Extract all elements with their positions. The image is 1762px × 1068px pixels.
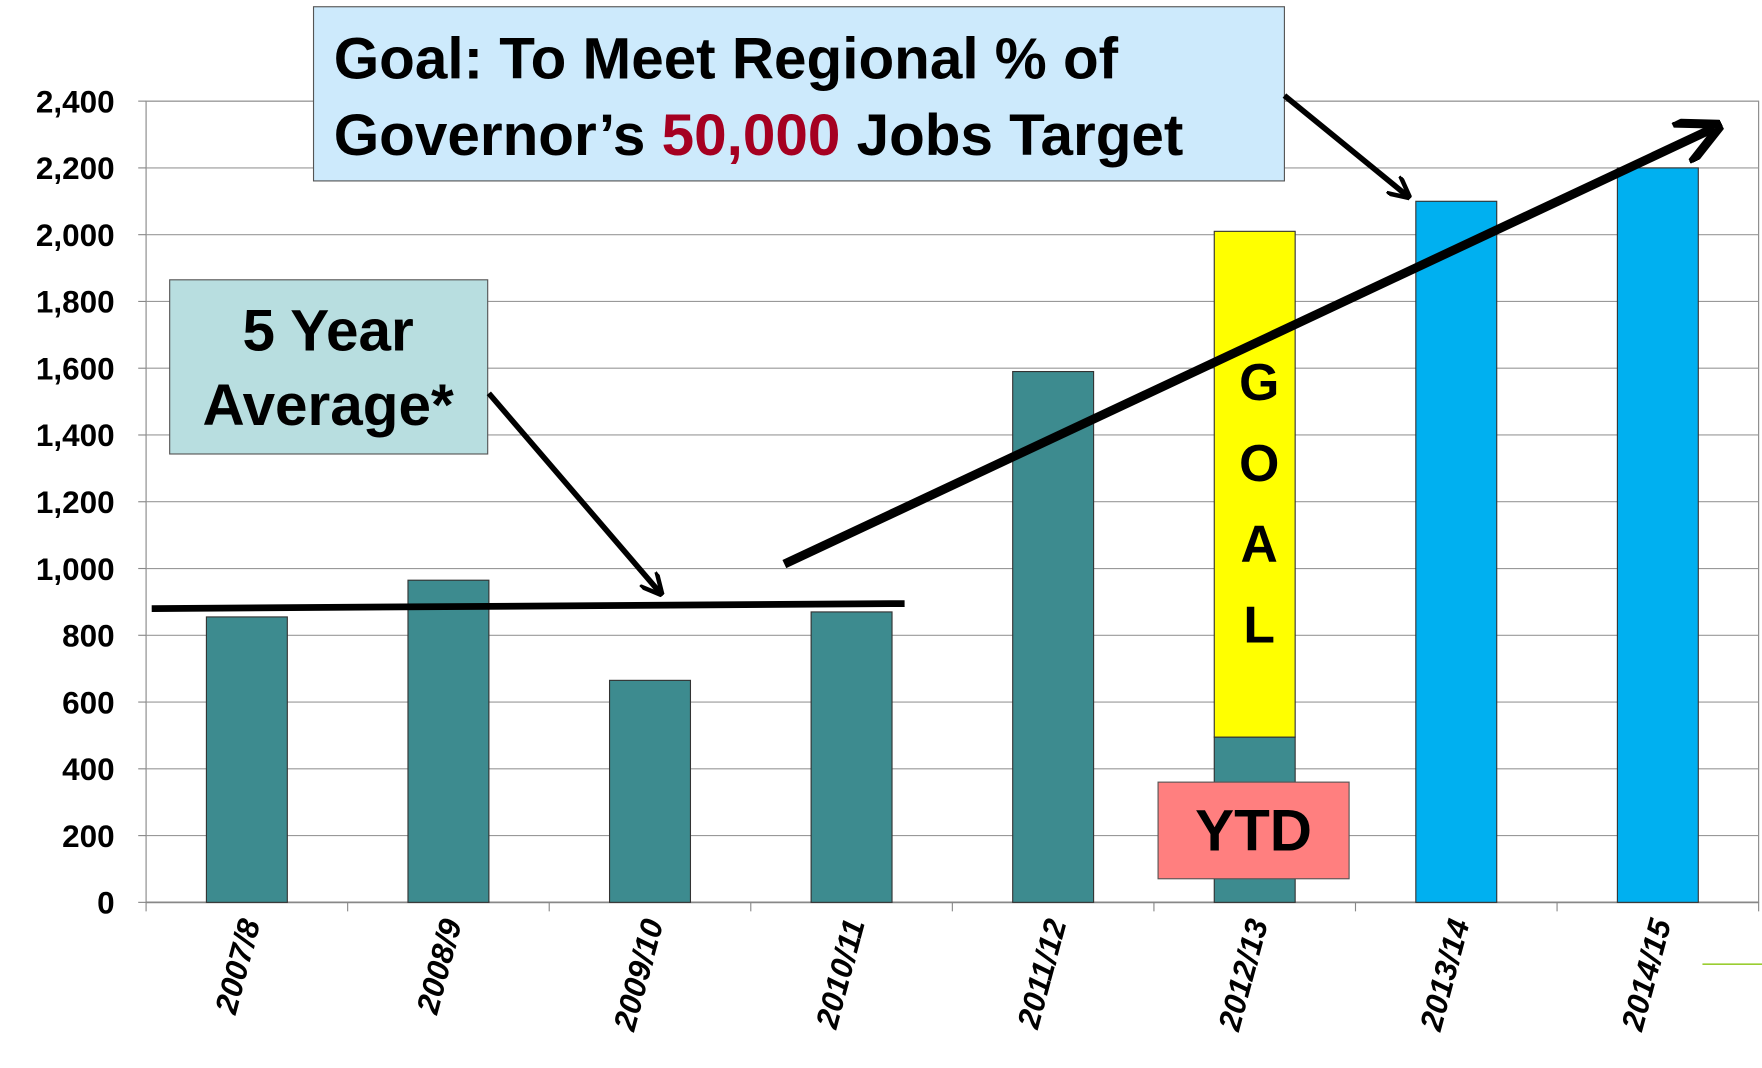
y-tick-label: 600 xyxy=(62,685,114,720)
y-tick-label: 2,000 xyxy=(36,218,115,253)
goal-box xyxy=(312,6,1285,182)
y-tick-label: 2,400 xyxy=(36,84,115,119)
average-arrow xyxy=(486,391,660,592)
goal-letter: G xyxy=(1239,353,1279,411)
goal-letter: A xyxy=(1241,515,1278,573)
x-tick-label: 2011/12 xyxy=(1010,915,1073,1033)
y-tick-label: 1,000 xyxy=(36,552,115,587)
goal-letter: O xyxy=(1239,434,1279,492)
x-tick-label: 2010/11 xyxy=(809,915,872,1033)
x-tick-label: 2014/15 xyxy=(1615,915,1679,1035)
x-tick-label: 2007/8 xyxy=(208,915,267,1018)
goal-title-1: Goal: To Meet Regional % of xyxy=(334,27,1119,92)
goal-text: Jobs Target xyxy=(840,103,1183,168)
average-label: 5 Year xyxy=(243,299,414,364)
goal-letter: L xyxy=(1243,596,1275,654)
y-tick-label: 2,200 xyxy=(36,151,115,186)
bar xyxy=(608,679,692,903)
x-tick-label: 2013/14 xyxy=(1413,915,1476,1035)
x-tick-label: 2012/13 xyxy=(1211,915,1275,1035)
bar xyxy=(1616,167,1699,903)
ytd-box xyxy=(1157,781,1350,880)
goal-bar xyxy=(1213,230,1296,738)
y-tick-label: 0 xyxy=(97,886,114,921)
average-label: Average* xyxy=(203,373,454,438)
y-tick-label: 1,600 xyxy=(36,351,115,386)
bar xyxy=(1012,370,1095,903)
bar xyxy=(205,616,288,903)
bar xyxy=(810,611,893,903)
y-tick-label: 1,200 xyxy=(36,485,115,520)
y-tick-label: 1,800 xyxy=(36,285,115,320)
ytd-label: YTD xyxy=(1195,799,1312,864)
trend-arrow xyxy=(782,128,1713,569)
goal-title-2: Governor’s 50,000 Jobs Target xyxy=(334,103,1184,168)
goal-arrow xyxy=(1282,93,1406,196)
x-tick-label: 2008/9 xyxy=(410,915,469,1018)
average-box xyxy=(169,279,489,455)
y-tick-label: 200 xyxy=(62,819,114,854)
y-tick-label: 400 xyxy=(62,752,114,787)
goal-highlight: 50,000 xyxy=(662,103,841,168)
goal-text: Governor’s xyxy=(334,103,662,168)
over-layer: YTD 5 Year Average* Goal: To Meet Regional … xyxy=(151,6,1714,880)
y-tick-label: 1,400 xyxy=(36,418,115,453)
y-tick-label: 800 xyxy=(62,619,114,654)
bar xyxy=(407,579,490,903)
bar xyxy=(1415,200,1498,903)
x-tick-label: 2009/10 xyxy=(607,915,671,1035)
average-line xyxy=(151,600,905,612)
